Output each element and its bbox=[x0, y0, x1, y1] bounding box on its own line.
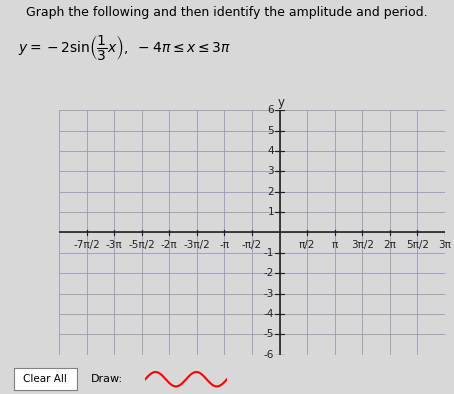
Text: 6: 6 bbox=[268, 105, 274, 115]
Text: -7π/2: -7π/2 bbox=[73, 240, 100, 249]
Text: -1: -1 bbox=[264, 248, 274, 258]
Text: 4: 4 bbox=[268, 146, 274, 156]
Text: 3π: 3π bbox=[439, 240, 451, 249]
Text: 3π/2: 3π/2 bbox=[351, 240, 374, 249]
Text: π/2: π/2 bbox=[299, 240, 315, 249]
Text: 1: 1 bbox=[268, 207, 274, 217]
Text: -3: -3 bbox=[264, 288, 274, 299]
Text: -4: -4 bbox=[264, 309, 274, 319]
Text: 5: 5 bbox=[268, 126, 274, 136]
Text: 2π: 2π bbox=[383, 240, 396, 249]
Text: -5: -5 bbox=[264, 329, 274, 339]
Text: y: y bbox=[277, 96, 285, 109]
Text: $y=-2\sin\!\left(\dfrac{1}{3}x\right),\ -4\pi\leq x\leq 3\pi$: $y=-2\sin\!\left(\dfrac{1}{3}x\right),\ … bbox=[18, 33, 231, 63]
Text: Draw:: Draw: bbox=[91, 374, 123, 384]
Text: 5π/2: 5π/2 bbox=[406, 240, 429, 249]
Text: -π/2: -π/2 bbox=[242, 240, 262, 249]
Text: -3π: -3π bbox=[106, 240, 123, 249]
Text: Clear All: Clear All bbox=[24, 374, 67, 384]
Text: Graph the following and then identify the amplitude and period.: Graph the following and then identify th… bbox=[26, 6, 428, 19]
Text: π: π bbox=[331, 240, 338, 249]
Text: -π: -π bbox=[219, 240, 229, 249]
Text: -3π/2: -3π/2 bbox=[183, 240, 210, 249]
Text: -6: -6 bbox=[264, 349, 274, 360]
Text: 2: 2 bbox=[268, 187, 274, 197]
Text: -5π/2: -5π/2 bbox=[128, 240, 155, 249]
Text: -2: -2 bbox=[264, 268, 274, 278]
Text: 3: 3 bbox=[268, 166, 274, 177]
Text: -2π: -2π bbox=[161, 240, 178, 249]
